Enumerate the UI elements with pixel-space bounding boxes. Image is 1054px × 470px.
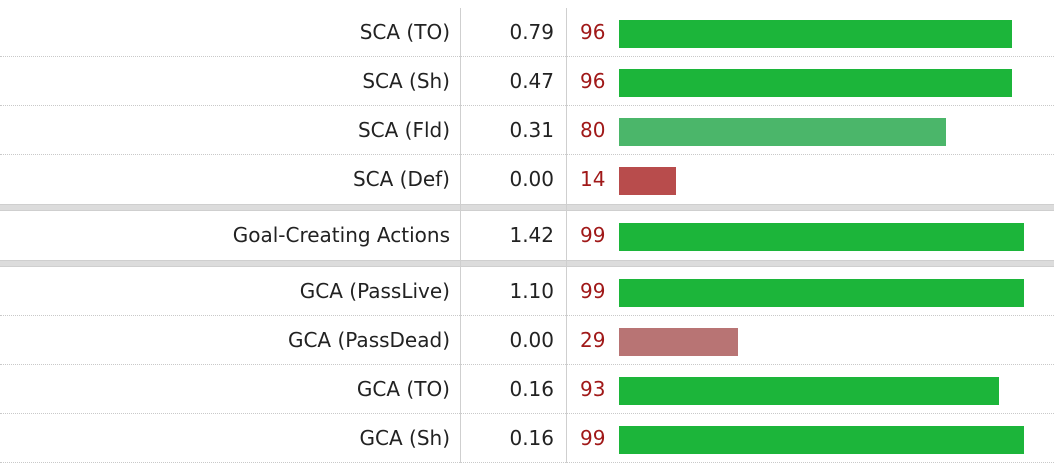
percentile-bar — [619, 377, 999, 405]
stat-row: SCA (Def) 0.00 14 — [0, 155, 1054, 204]
stat-label: SCA (Sh) — [362, 69, 450, 93]
percentile-bar — [619, 20, 1012, 48]
stat-row: SCA (Sh) 0.47 96 — [0, 57, 1054, 106]
stat-label: Goal-Creating Actions — [232, 223, 450, 247]
stat-row: Goal-Creating Actions 1.42 99 — [0, 211, 1054, 260]
bar-track — [619, 118, 1028, 146]
stat-label: GCA (TO) — [356, 377, 450, 401]
percentile-bar — [619, 167, 676, 195]
stat-value: 0.16 — [509, 377, 554, 401]
stat-label: SCA (Fld) — [357, 118, 450, 142]
percentile-label: 99 — [580, 279, 606, 303]
value-divider — [566, 8, 567, 463]
percentile-bar — [619, 279, 1024, 307]
stat-label: GCA (PassDead) — [287, 328, 450, 352]
bar-track — [619, 279, 1028, 307]
percentile-chart: SCA (TO) 0.79 96 SCA (Sh) 0.47 96 SCA (Fld) 0.3… — [0, 8, 1054, 463]
stat-label: SCA (Def) — [352, 167, 450, 191]
bar-track — [619, 377, 1028, 405]
stat-row: GCA (PassDead) 0.00 29 — [0, 316, 1054, 365]
stat-value: 0.79 — [509, 20, 554, 44]
stat-label: SCA (TO) — [359, 20, 450, 44]
percentile-label: 93 — [580, 377, 606, 401]
percentile-label: 96 — [580, 20, 606, 44]
bar-track — [619, 426, 1028, 454]
stat-value: 0.31 — [509, 118, 554, 142]
percentile-bar — [619, 69, 1012, 97]
percentile-label: 80 — [580, 118, 606, 142]
stat-row: SCA (TO) 0.79 96 — [0, 8, 1054, 57]
bar-track — [619, 20, 1028, 48]
stat-row: GCA (Sh) 0.16 99 — [0, 414, 1054, 463]
stat-label: GCA (Sh) — [359, 426, 450, 450]
percentile-bar — [619, 118, 946, 146]
label-divider — [460, 8, 461, 463]
percentile-bar — [619, 328, 738, 356]
group-separator — [0, 204, 1054, 211]
percentile-label: 99 — [580, 223, 606, 247]
bar-track — [619, 167, 1028, 195]
percentile-label: 99 — [580, 426, 606, 450]
stat-row: GCA (TO) 0.16 93 — [0, 365, 1054, 414]
percentile-label: 29 — [580, 328, 606, 352]
percentile-label: 14 — [580, 167, 606, 191]
stat-row: SCA (Fld) 0.31 80 — [0, 106, 1054, 155]
percentile-bar — [619, 426, 1024, 454]
percentile-label: 96 — [580, 69, 606, 93]
stat-value: 0.16 — [509, 426, 554, 450]
stat-value: 1.10 — [509, 279, 554, 303]
bar-track — [619, 69, 1028, 97]
stat-value: 0.00 — [509, 328, 554, 352]
stat-value: 1.42 — [509, 223, 554, 247]
percentile-bar — [619, 223, 1024, 251]
bar-track — [619, 223, 1028, 251]
stat-label: GCA (PassLive) — [299, 279, 450, 303]
bar-track — [619, 328, 1028, 356]
stat-value: 0.47 — [509, 69, 554, 93]
group-separator — [0, 260, 1054, 267]
stat-value: 0.00 — [509, 167, 554, 191]
stat-row: GCA (PassLive) 1.10 99 — [0, 267, 1054, 316]
